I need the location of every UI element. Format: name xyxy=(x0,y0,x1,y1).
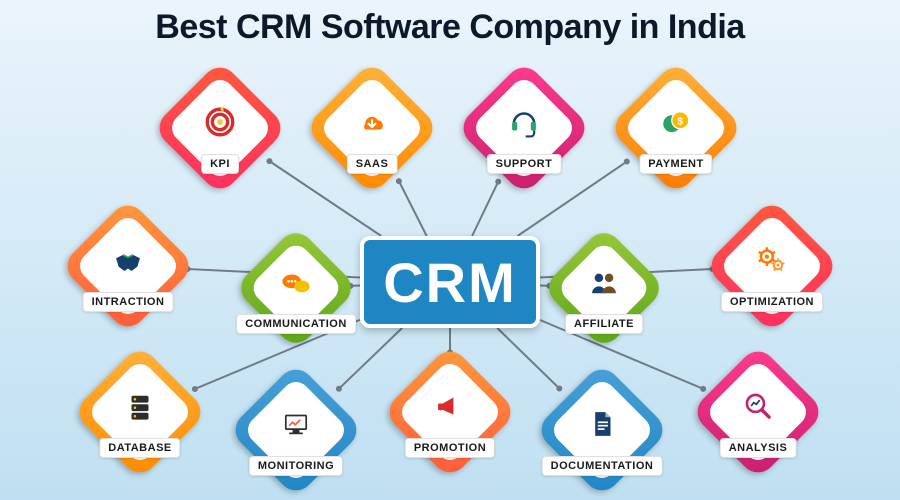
node-support: SUPPORT xyxy=(476,80,572,176)
svg-text:$: $ xyxy=(677,117,683,128)
node-saas: SAAS xyxy=(324,80,420,176)
node-kpi: KPI xyxy=(172,80,268,176)
label-intraction: INTRACTION xyxy=(83,292,174,312)
database-icon xyxy=(123,389,157,423)
kpi-icon xyxy=(203,105,237,139)
label-promotion: PROMOTION xyxy=(405,438,495,458)
label-optimization: OPTIMIZATION xyxy=(721,292,823,312)
label-database: DATABASE xyxy=(99,438,180,458)
label-payment: PAYMENT xyxy=(639,154,712,174)
center-crm-label: CRM xyxy=(383,250,517,315)
communication-icon xyxy=(279,266,313,300)
node-payment: $ PAYMENT xyxy=(628,80,724,176)
label-communication: COMMUNICATION xyxy=(236,314,356,334)
node-communication: COMMUNICATION xyxy=(252,244,340,332)
monitoring-icon xyxy=(279,407,313,441)
documentation-icon xyxy=(585,407,619,441)
analysis-icon xyxy=(741,389,775,423)
center-crm-box: CRM xyxy=(360,236,540,328)
node-monitoring: MONITORING xyxy=(248,382,344,478)
label-documentation: DOCUMENTATION xyxy=(542,456,663,476)
node-promotion: PROMOTION xyxy=(402,364,498,460)
optimization-icon xyxy=(755,243,789,277)
node-optimization: OPTIMIZATION xyxy=(724,218,820,314)
support-icon xyxy=(507,105,541,139)
payment-icon: $ xyxy=(659,105,693,139)
label-monitoring: MONITORING xyxy=(249,456,343,476)
label-affiliate: AFFILIATE xyxy=(565,314,643,334)
node-affiliate: AFFILIATE xyxy=(560,244,648,332)
node-analysis: ANALYSIS xyxy=(710,364,806,460)
node-documentation: DOCUMENTATION xyxy=(554,382,650,478)
node-database: DATABASE xyxy=(92,364,188,460)
label-support: SUPPORT xyxy=(487,154,562,174)
label-saas: SAAS xyxy=(347,154,398,174)
saas-icon xyxy=(355,105,389,139)
node-intraction: INTRACTION xyxy=(80,218,176,314)
promotion-icon xyxy=(433,389,467,423)
diagram-canvas: CRM KPI SAAS SUPPORT $ PAYMENT INTRACTION COMM… xyxy=(0,0,900,500)
affiliate-icon xyxy=(587,266,621,300)
label-analysis: ANALYSIS xyxy=(720,438,797,458)
label-kpi: KPI xyxy=(201,154,239,174)
intraction-icon xyxy=(111,243,145,277)
